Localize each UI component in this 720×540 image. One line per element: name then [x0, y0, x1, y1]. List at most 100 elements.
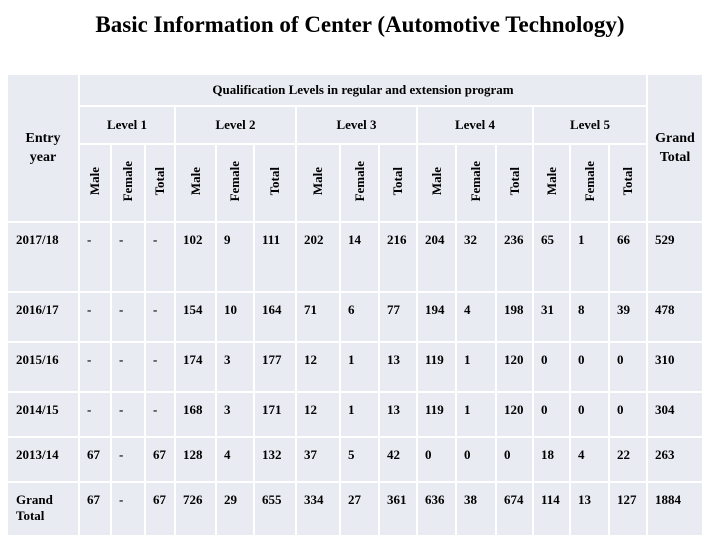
table-body: 2017/18- - -102 9 111 202 14 216 204 32 236 65 1 66 52…: [8, 223, 702, 535]
male-header: Male: [297, 145, 339, 221]
data-cell: -: [146, 343, 174, 391]
data-cell: 114: [534, 483, 569, 535]
grand-total-cell: 478: [648, 293, 702, 341]
data-cell: 67: [146, 438, 174, 481]
grand-total-cell: 310: [648, 343, 702, 391]
entry-year-cell: 2014/15: [8, 393, 78, 436]
grand-total-cell: 529: [648, 223, 702, 291]
data-cell: 13: [380, 343, 416, 391]
data-cell: -: [112, 223, 144, 291]
data-cell: 0: [610, 343, 646, 391]
grand-total-cell: 1884: [648, 483, 702, 535]
data-cell: 236: [497, 223, 532, 291]
level-3-header: Level 3: [297, 107, 416, 143]
data-cell: 674: [497, 483, 532, 535]
total-header-label: Total: [390, 166, 405, 196]
data-cell: 22: [610, 438, 646, 481]
data-cell: 4: [571, 438, 608, 481]
data-cell: 77: [380, 293, 416, 341]
data-cell: 655: [255, 483, 295, 535]
male-header-label: Male: [87, 166, 102, 196]
table-row: 2013/14 67-67 128 4 132 37 5 42 0 0 0 18 4 22 263: [8, 438, 702, 481]
data-cell: 128: [176, 438, 215, 481]
data-cell: 120: [497, 343, 532, 391]
total-header: Total: [497, 145, 532, 221]
data-cell: 0: [457, 438, 495, 481]
data-cell: 18: [534, 438, 569, 481]
data-cell: 1: [457, 343, 495, 391]
data-cell: 202: [297, 223, 339, 291]
data-cell: -: [146, 393, 174, 436]
data-cell: 119: [418, 343, 455, 391]
grand-total-cell: 304: [648, 393, 702, 436]
data-cell: 1: [571, 223, 608, 291]
entry-year-cell: 2015/16: [8, 343, 78, 391]
data-cell: 204: [418, 223, 455, 291]
data-cell: 27: [341, 483, 378, 535]
data-cell: 1: [341, 343, 378, 391]
male-header-label: Male: [543, 166, 559, 196]
data-cell: 29: [217, 483, 253, 535]
data-cell: 9: [217, 223, 253, 291]
data-cell: 0: [571, 393, 608, 436]
data-cell: -: [80, 343, 110, 391]
data-cell: 13: [380, 393, 416, 436]
data-cell: 127: [610, 483, 646, 535]
qualification-levels-header: Qualification Levels in regular and exte…: [80, 75, 646, 105]
total-header-label: Total: [267, 166, 282, 196]
data-cell: -: [112, 483, 144, 535]
total-header-label: Total: [620, 166, 635, 196]
data-cell: 216: [380, 223, 416, 291]
data-cell: 0: [534, 393, 569, 436]
data-cell: 67: [80, 483, 110, 535]
data-cell: 12: [297, 393, 339, 436]
data-cell: 66: [610, 223, 646, 291]
data-cell: 0: [418, 438, 455, 481]
data-cell: 111: [255, 223, 295, 291]
male-header-label: Male: [428, 166, 444, 196]
data-cell: 168: [176, 393, 215, 436]
table-header: Entry year Qualification Levels in regul…: [8, 75, 702, 221]
entry-year-cell: Grand Total: [8, 483, 78, 535]
female-header: Female: [457, 145, 495, 221]
total-header-label: Total: [506, 166, 522, 196]
header-row-levels: Level 1 Level 2 Level 3 Level 4 Level 5: [8, 107, 702, 143]
female-header: Female: [112, 145, 144, 221]
header-row-gender: Male Female Total Male Female Total Male…: [8, 145, 702, 221]
data-cell: 39: [610, 293, 646, 341]
header-row-qualification: Entry year Qualification Levels in regul…: [8, 75, 702, 221]
data-cell: 1: [457, 393, 495, 436]
data-cell: 119: [418, 393, 455, 436]
data-cell: 13: [571, 483, 608, 535]
data-cell: 726: [176, 483, 215, 535]
data-cell: -: [80, 223, 110, 291]
data-cell: 636: [418, 483, 455, 535]
female-header: Female: [341, 145, 378, 221]
data-cell: 65: [534, 223, 569, 291]
total-header: Total: [610, 145, 646, 221]
data-cell: 0: [497, 438, 532, 481]
female-header-label: Female: [351, 160, 367, 202]
data-cell: 120: [497, 393, 532, 436]
male-header-label: Male: [187, 166, 203, 196]
data-cell: -: [112, 343, 144, 391]
page-title: Basic Information of Center (Automotive …: [95, 12, 625, 37]
data-cell: 5: [341, 438, 378, 481]
data-cell: 171: [255, 393, 295, 436]
data-cell: 32: [457, 223, 495, 291]
data-cell: 12: [297, 343, 339, 391]
data-cell: -: [80, 393, 110, 436]
female-header: Female: [571, 145, 608, 221]
entry-year-cell: 2016/17: [8, 293, 78, 341]
data-cell: 0: [610, 393, 646, 436]
data-cell: 361: [380, 483, 416, 535]
data-cell: 37: [297, 438, 339, 481]
total-header-label: Total: [152, 166, 167, 196]
male-header: Male: [534, 145, 569, 221]
data-cell: 0: [534, 343, 569, 391]
male-header-label: Male: [310, 166, 325, 196]
data-cell: 10: [217, 293, 253, 341]
data-cell: 67: [80, 438, 110, 481]
female-header-label: Female: [227, 160, 242, 202]
